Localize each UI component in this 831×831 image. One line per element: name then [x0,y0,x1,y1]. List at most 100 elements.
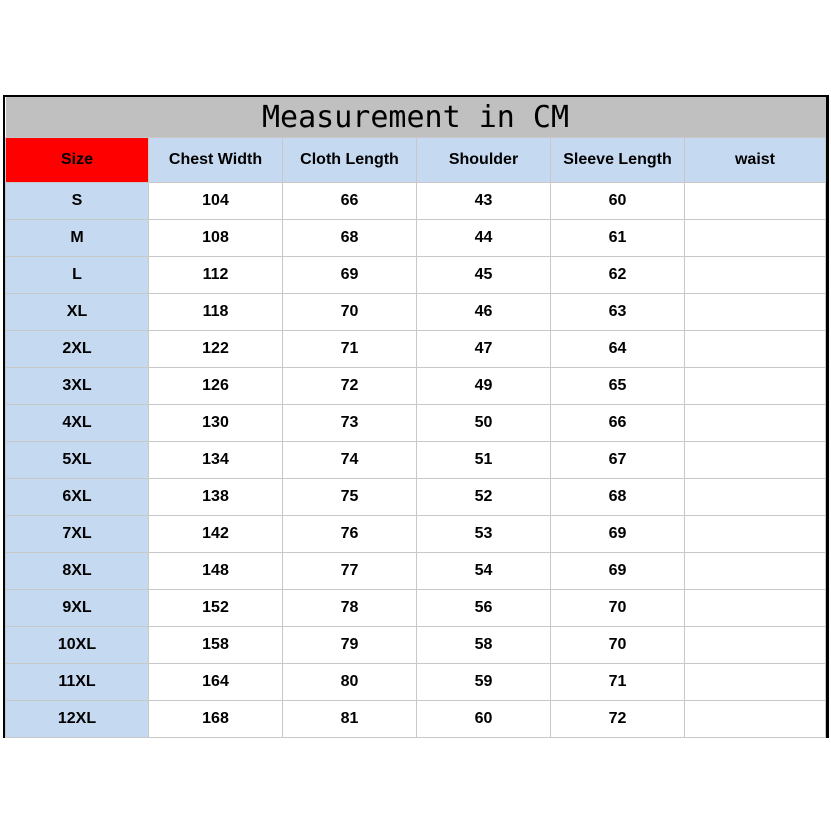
cell-waist [684,478,826,516]
cell-chest-width: 130 [148,404,283,442]
size-chart: Measurement in CM Size Chest Width Cloth… [3,95,829,738]
cell-shoulder: 49 [416,367,551,405]
table-row: 10XL 158 79 58 70 [5,626,826,664]
table-row: XL 118 70 46 63 [5,293,826,331]
cell-cloth-length: 71 [282,330,417,368]
cell-size: 10XL [5,626,149,664]
table-row: 5XL 134 74 51 67 [5,441,826,479]
cell-sleeve-length: 71 [550,663,685,701]
table-row: 9XL 152 78 56 70 [5,589,826,627]
table-row: 4XL 130 73 50 66 [5,404,826,442]
cell-waist [684,515,826,553]
cell-chest-width: 158 [148,626,283,664]
cell-size: L [5,256,149,294]
cell-sleeve-length: 64 [550,330,685,368]
header-row: Size Chest Width Cloth Length Shoulder S… [5,137,826,183]
cell-sleeve-length: 61 [550,219,685,257]
table-row: 3XL 126 72 49 65 [5,367,826,405]
cell-shoulder: 56 [416,589,551,627]
table-row: 11XL 164 80 59 71 [5,663,826,701]
cell-size: 7XL [5,515,149,553]
cell-chest-width: 168 [148,700,283,738]
cell-chest-width: 118 [148,293,283,331]
cell-size: 11XL [5,663,149,701]
cell-cloth-length: 81 [282,700,417,738]
cell-shoulder: 60 [416,700,551,738]
cell-chest-width: 126 [148,367,283,405]
cell-size: 5XL [5,441,149,479]
cell-sleeve-length: 62 [550,256,685,294]
table-row: 6XL 138 75 52 68 [5,478,826,516]
cell-cloth-length: 72 [282,367,417,405]
cell-cloth-length: 74 [282,441,417,479]
cell-sleeve-length: 60 [550,182,685,220]
cell-shoulder: 58 [416,626,551,664]
cell-shoulder: 51 [416,441,551,479]
cell-sleeve-length: 69 [550,515,685,553]
table-row: 2XL 122 71 47 64 [5,330,826,368]
cell-shoulder: 43 [416,182,551,220]
cell-size: S [5,182,149,220]
cell-sleeve-length: 67 [550,441,685,479]
cell-sleeve-length: 70 [550,626,685,664]
cell-shoulder: 52 [416,478,551,516]
cell-chest-width: 164 [148,663,283,701]
cell-cloth-length: 70 [282,293,417,331]
cell-sleeve-length: 70 [550,589,685,627]
cell-waist [684,182,826,220]
cell-cloth-length: 78 [282,589,417,627]
cell-chest-width: 134 [148,441,283,479]
cell-sleeve-length: 65 [550,367,685,405]
table-title: Measurement in CM [5,97,826,138]
cell-sleeve-length: 66 [550,404,685,442]
cell-size: XL [5,293,149,331]
cell-waist [684,700,826,738]
cell-chest-width: 152 [148,589,283,627]
cell-sleeve-length: 72 [550,700,685,738]
cell-size: M [5,219,149,257]
header-shoulder: Shoulder [416,137,551,183]
cell-size: 12XL [5,700,149,738]
cell-chest-width: 138 [148,478,283,516]
table-row: 7XL 142 76 53 69 [5,515,826,553]
cell-size: 6XL [5,478,149,516]
cell-shoulder: 54 [416,552,551,590]
cell-waist [684,441,826,479]
table-row: S 104 66 43 60 [5,182,826,220]
cell-cloth-length: 66 [282,182,417,220]
cell-size: 3XL [5,367,149,405]
cell-cloth-length: 80 [282,663,417,701]
size-table: Measurement in CM Size Chest Width Cloth… [5,97,826,738]
table-row: 12XL 168 81 60 72 [5,700,826,738]
cell-cloth-length: 76 [282,515,417,553]
cell-waist [684,293,826,331]
cell-cloth-length: 69 [282,256,417,294]
cell-chest-width: 148 [148,552,283,590]
cell-shoulder: 53 [416,515,551,553]
table-row: 8XL 148 77 54 69 [5,552,826,590]
cell-cloth-length: 75 [282,478,417,516]
header-waist: waist [684,137,826,183]
cell-waist [684,552,826,590]
cell-waist [684,589,826,627]
cell-chest-width: 104 [148,182,283,220]
cell-waist [684,404,826,442]
cell-shoulder: 44 [416,219,551,257]
cell-size: 8XL [5,552,149,590]
cell-shoulder: 59 [416,663,551,701]
cell-size: 9XL [5,589,149,627]
cell-waist [684,626,826,664]
cell-waist [684,330,826,368]
table-row: M 108 68 44 61 [5,219,826,257]
cell-chest-width: 112 [148,256,283,294]
cell-sleeve-length: 69 [550,552,685,590]
cell-cloth-length: 79 [282,626,417,664]
cell-shoulder: 45 [416,256,551,294]
cell-chest-width: 142 [148,515,283,553]
cell-size: 2XL [5,330,149,368]
cell-cloth-length: 77 [282,552,417,590]
cell-cloth-length: 68 [282,219,417,257]
cell-sleeve-length: 68 [550,478,685,516]
cell-shoulder: 46 [416,293,551,331]
title-row: Measurement in CM [5,97,826,138]
